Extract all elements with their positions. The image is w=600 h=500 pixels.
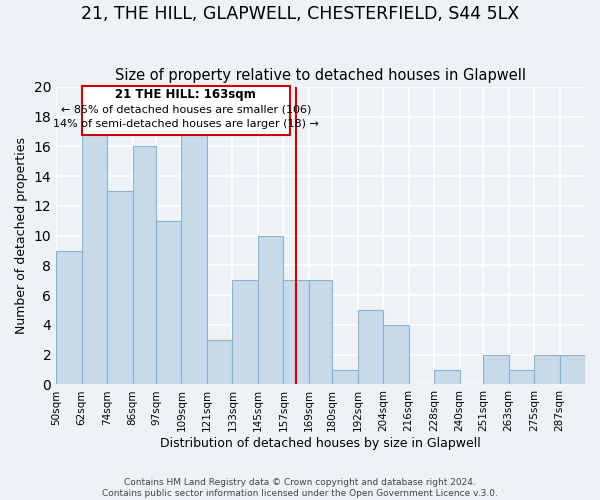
Bar [383,325,409,384]
Bar [358,310,383,384]
Bar [434,370,460,384]
Bar [258,236,283,384]
Bar [483,354,509,384]
Bar [181,132,207,384]
Title: Size of property relative to detached houses in Glapwell: Size of property relative to detached ho… [115,68,526,83]
Bar [509,370,534,384]
Bar [207,340,232,384]
Bar [156,221,181,384]
Y-axis label: Number of detached properties: Number of detached properties [15,137,28,334]
Text: 21 THE HILL: 163sqm: 21 THE HILL: 163sqm [115,88,256,102]
Text: Contains HM Land Registry data © Crown copyright and database right 2024.
Contai: Contains HM Land Registry data © Crown c… [102,478,498,498]
X-axis label: Distribution of detached houses by size in Glapwell: Distribution of detached houses by size … [160,437,481,450]
Text: 14% of semi-detached houses are larger (18) →: 14% of semi-detached houses are larger (… [53,119,319,129]
Bar [309,280,332,384]
Bar [133,146,156,384]
Text: 21, THE HILL, GLAPWELL, CHESTERFIELD, S44 5LX: 21, THE HILL, GLAPWELL, CHESTERFIELD, S4… [81,5,519,23]
Bar [232,280,258,384]
FancyBboxPatch shape [82,86,290,134]
Bar [332,370,358,384]
Bar [107,191,133,384]
Bar [56,250,82,384]
Bar [534,354,560,384]
Bar [560,354,585,384]
Bar [283,280,309,384]
Text: ← 85% of detached houses are smaller (106): ← 85% of detached houses are smaller (10… [61,104,311,115]
Bar [82,132,107,384]
